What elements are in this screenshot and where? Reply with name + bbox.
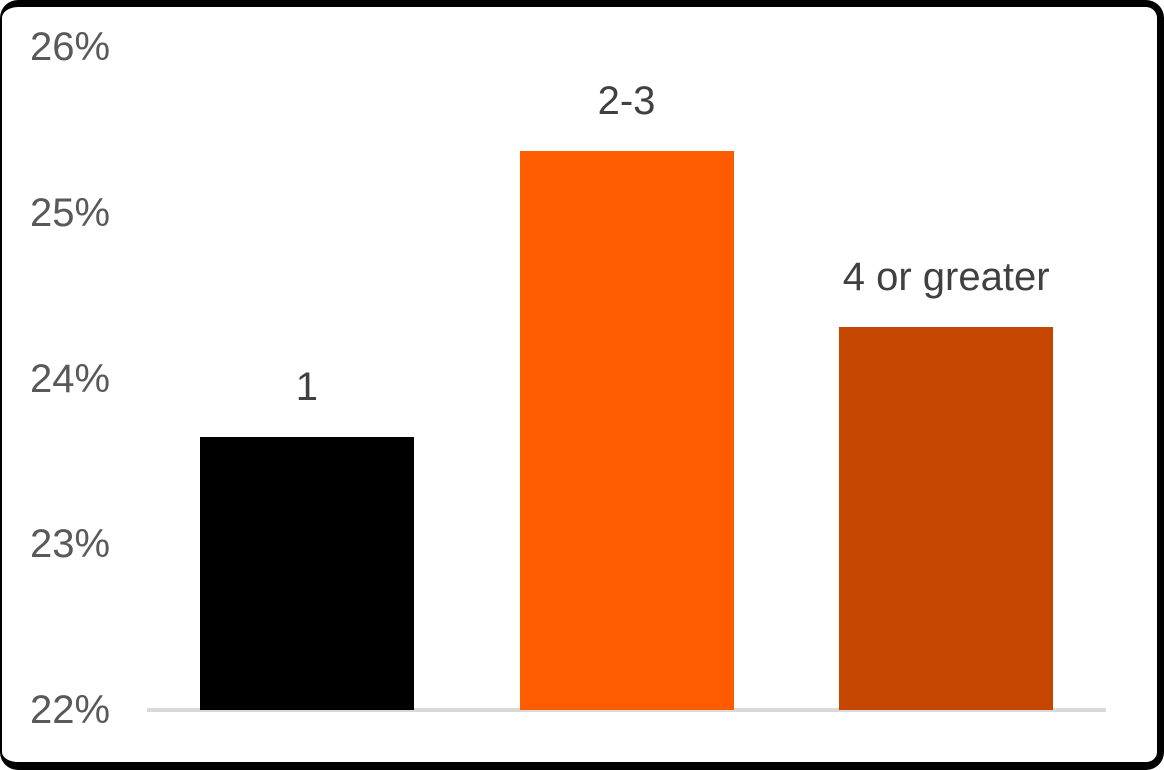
y-axis-tick-label-22: 22% — [30, 688, 111, 732]
bar-1 — [199, 436, 414, 710]
category-label-1: 1 — [295, 364, 318, 409]
bar-4-or-greater — [839, 327, 1054, 710]
y-axis-tick-label-26: 26% — [30, 25, 111, 69]
bar-2-3 — [519, 151, 734, 710]
y-axis-tick-label-25: 25% — [30, 190, 111, 235]
x-axis-line — [147, 708, 1106, 712]
category-label-2-3: 2-3 — [597, 79, 656, 124]
y-axis-tick-label-23: 23% — [30, 522, 111, 567]
y-axis-tick-label-24: 24% — [30, 356, 111, 401]
category-label-4-or-greater: 4 or greater — [842, 255, 1050, 300]
